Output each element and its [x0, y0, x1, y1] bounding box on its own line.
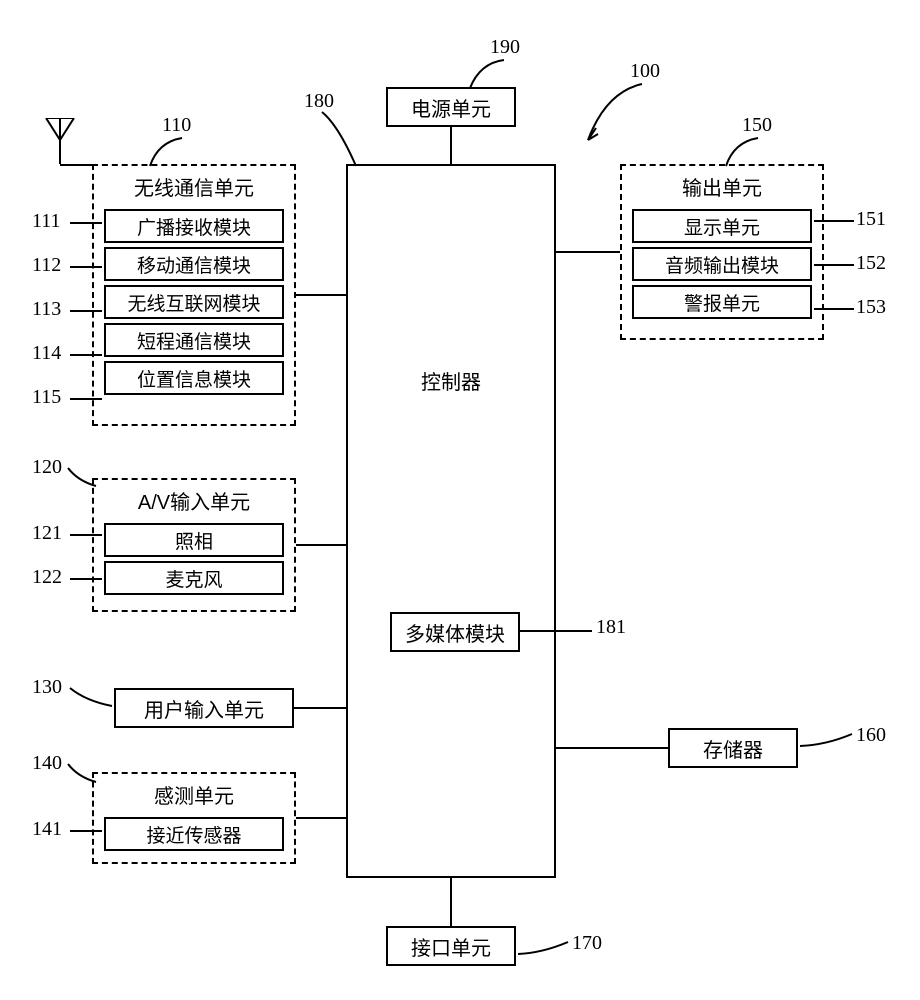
ref-111: 111: [32, 210, 61, 233]
av-input-title: A/V输入单元: [94, 486, 294, 519]
ref-130: 130: [32, 676, 62, 699]
leader-112: [70, 266, 102, 268]
av-input-group: A/V输入单元 照相 麦克风: [92, 478, 296, 612]
proximity-sensor-box: 接近传感器: [104, 817, 284, 851]
user-input-box: 用户输入单元: [114, 688, 294, 728]
interface-label: 接口单元: [411, 932, 491, 961]
conn-memory: [556, 747, 668, 749]
broadcast-module-box: 广播接收模块: [104, 209, 284, 243]
ref-113: 113: [32, 298, 61, 321]
leader-152: [814, 264, 854, 266]
conn-wireless: [296, 294, 346, 296]
output-unit-title: 输出单元: [622, 172, 822, 205]
alarm-unit-box: 警报单元: [632, 285, 812, 319]
ref-190: 190: [490, 36, 520, 59]
output-unit-group: 输出单元 显示单元 音频输出模块 警报单元: [620, 164, 824, 340]
leader-170: [516, 938, 570, 958]
leader-100: [586, 82, 646, 142]
multimedia-box: 多媒体模块: [390, 612, 520, 652]
shortrange-module-box: 短程通信模块: [104, 323, 284, 357]
wireless-unit-group: 无线通信单元 广播接收模块 移动通信模块 无线互联网模块 短程通信模块 位置信息…: [92, 164, 296, 426]
ref-140: 140: [32, 752, 62, 775]
leader-130: [68, 686, 114, 708]
leader-141: [70, 830, 102, 832]
conn-output: [556, 251, 620, 253]
leader-122: [70, 578, 102, 580]
multimedia-label: 多媒体模块: [405, 618, 505, 647]
leader-121: [70, 534, 102, 536]
ref-112: 112: [32, 254, 61, 277]
power-unit-box: 电源单元: [386, 87, 516, 127]
leader-180: [320, 110, 360, 168]
conn-av: [296, 544, 346, 546]
conn-sensing: [296, 817, 346, 819]
ref-110: 110: [162, 114, 191, 137]
leader-120: [66, 466, 98, 488]
mic-box: 麦克风: [104, 561, 284, 595]
internet-module-box: 无线互联网模块: [104, 285, 284, 319]
ref-181: 181: [596, 616, 626, 639]
wireless-unit-title: 无线通信单元: [94, 172, 294, 205]
ref-150: 150: [742, 114, 772, 137]
power-unit-label: 电源单元: [411, 93, 491, 122]
audio-output-box: 音频输出模块: [632, 247, 812, 281]
leader-190: [468, 58, 508, 90]
leader-153: [814, 308, 854, 310]
controller-label: 控制器: [348, 366, 554, 395]
ref-153: 153: [856, 296, 886, 319]
leader-111: [70, 222, 102, 224]
leader-113: [70, 310, 102, 312]
antenna-icon: [40, 118, 80, 168]
mobile-module-box: 移动通信模块: [104, 247, 284, 281]
ref-100: 100: [630, 60, 660, 83]
controller-box: 控制器 多媒体模块: [346, 164, 556, 878]
leader-150: [724, 136, 760, 168]
conn-power: [450, 127, 452, 164]
sensing-unit-title: 感测单元: [94, 780, 294, 813]
conn-interface: [450, 878, 452, 926]
ref-121: 121: [32, 522, 62, 545]
conn-userinput: [294, 707, 346, 709]
leader-114: [70, 354, 102, 356]
display-unit-box: 显示单元: [632, 209, 812, 243]
ref-122: 122: [32, 566, 62, 589]
ref-141: 141: [32, 818, 62, 841]
memory-box: 存储器: [668, 728, 798, 768]
ref-115: 115: [32, 386, 61, 409]
leader-115: [70, 398, 102, 400]
sensing-unit-group: 感测单元 接近传感器: [92, 772, 296, 864]
leader-181: [520, 630, 592, 632]
interface-box: 接口单元: [386, 926, 516, 966]
leader-110: [148, 136, 184, 168]
camera-box: 照相: [104, 523, 284, 557]
memory-label: 存储器: [703, 734, 763, 763]
ref-170: 170: [572, 932, 602, 955]
location-module-box: 位置信息模块: [104, 361, 284, 395]
leader-140: [66, 762, 98, 784]
user-input-label: 用户输入单元: [144, 694, 264, 723]
diagram-canvas: 电源单元 控制器 多媒体模块 无线通信单元 广播接收模块 移动通信模块 无线互联…: [0, 0, 920, 1000]
ref-151: 151: [856, 208, 886, 231]
ref-160: 160: [856, 724, 886, 747]
antenna-connector: [60, 164, 92, 166]
ref-120: 120: [32, 456, 62, 479]
ref-114: 114: [32, 342, 61, 365]
leader-151: [814, 220, 854, 222]
ref-152: 152: [856, 252, 886, 275]
leader-160: [798, 730, 854, 750]
